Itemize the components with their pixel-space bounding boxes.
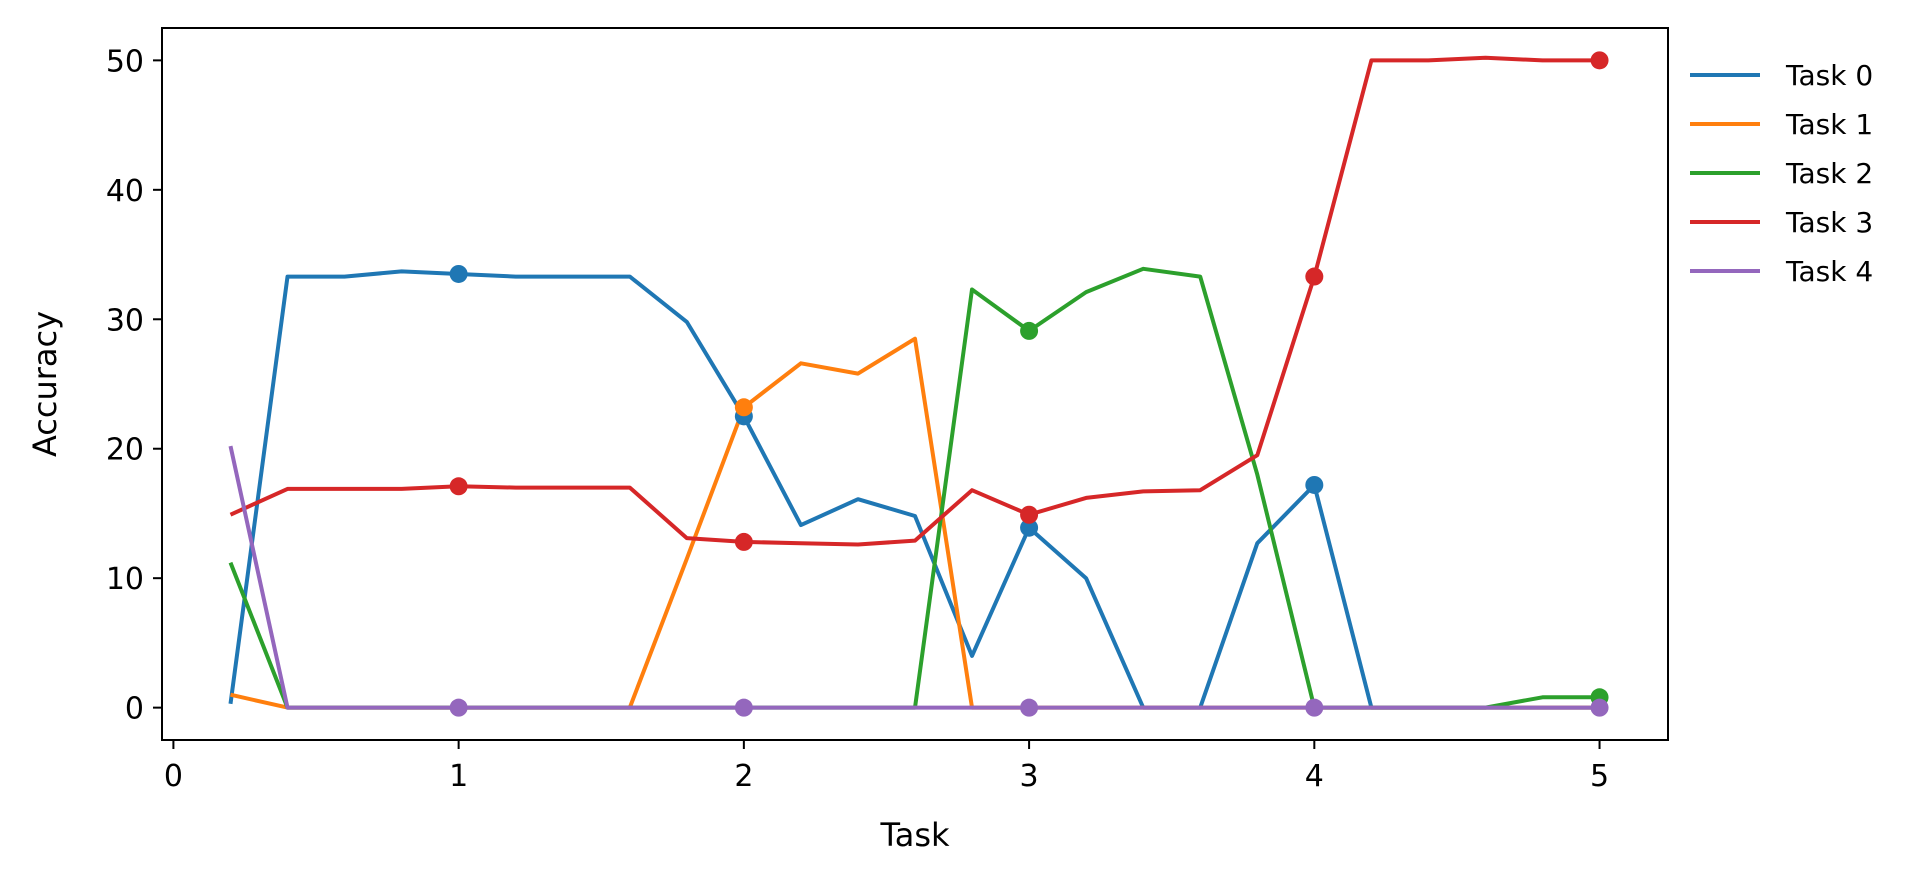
task-0-legend-label: Task 0: [1785, 59, 1873, 92]
y-tick-label: 20: [106, 433, 144, 468]
task-0-marker: [449, 264, 468, 283]
task-1-marker: [734, 398, 753, 417]
task-3-marker: [449, 477, 468, 496]
x-tick-label: 3: [1020, 759, 1039, 794]
plot-frame: [161, 27, 1669, 741]
x-tick-label: 2: [734, 759, 753, 794]
y-tick-label: 50: [106, 44, 144, 79]
task-4-marker: [1305, 698, 1324, 717]
x-axis-ticks: 0 1 2 3 4 5: [164, 740, 1609, 794]
task-4-legend-label: Task 4: [1785, 255, 1873, 288]
task-3-marker: [1590, 51, 1609, 70]
marker-layer: [449, 51, 1609, 717]
x-tick-label: 1: [449, 759, 468, 794]
task-4-marker: [1590, 698, 1609, 717]
task-1-legend-label: Task 1: [1785, 108, 1873, 141]
y-axis-ticks: 0 10 20 30 40 50: [106, 44, 162, 727]
task-3-marker: [1305, 267, 1324, 286]
y-tick-label: 30: [106, 303, 144, 338]
x-tick-label: 4: [1305, 759, 1324, 794]
task-4-marker: [734, 698, 753, 717]
task-4-marker: [449, 698, 468, 717]
task-2-legend-label: Task 2: [1785, 157, 1873, 190]
task-3-legend-label: Task 3: [1785, 206, 1873, 239]
task-0-marker: [1305, 475, 1324, 494]
y-tick-label: 10: [106, 562, 144, 597]
task-2-marker: [1020, 321, 1039, 340]
task-3-marker: [734, 532, 753, 551]
y-tick-label: 40: [106, 174, 144, 209]
y-axis-label: Accuracy: [26, 311, 64, 457]
legend: Task 0 Task 1 Task 2 Task 3 Task 4: [1690, 59, 1873, 288]
y-tick-label: 0: [125, 692, 144, 727]
x-tick-label: 0: [164, 759, 183, 794]
task-4-marker: [1020, 698, 1039, 717]
task-0-marker: [1020, 518, 1039, 537]
x-axis-label: Task: [879, 816, 950, 854]
x-tick-label: 5: [1590, 759, 1609, 794]
task-3-marker: [1020, 505, 1039, 524]
